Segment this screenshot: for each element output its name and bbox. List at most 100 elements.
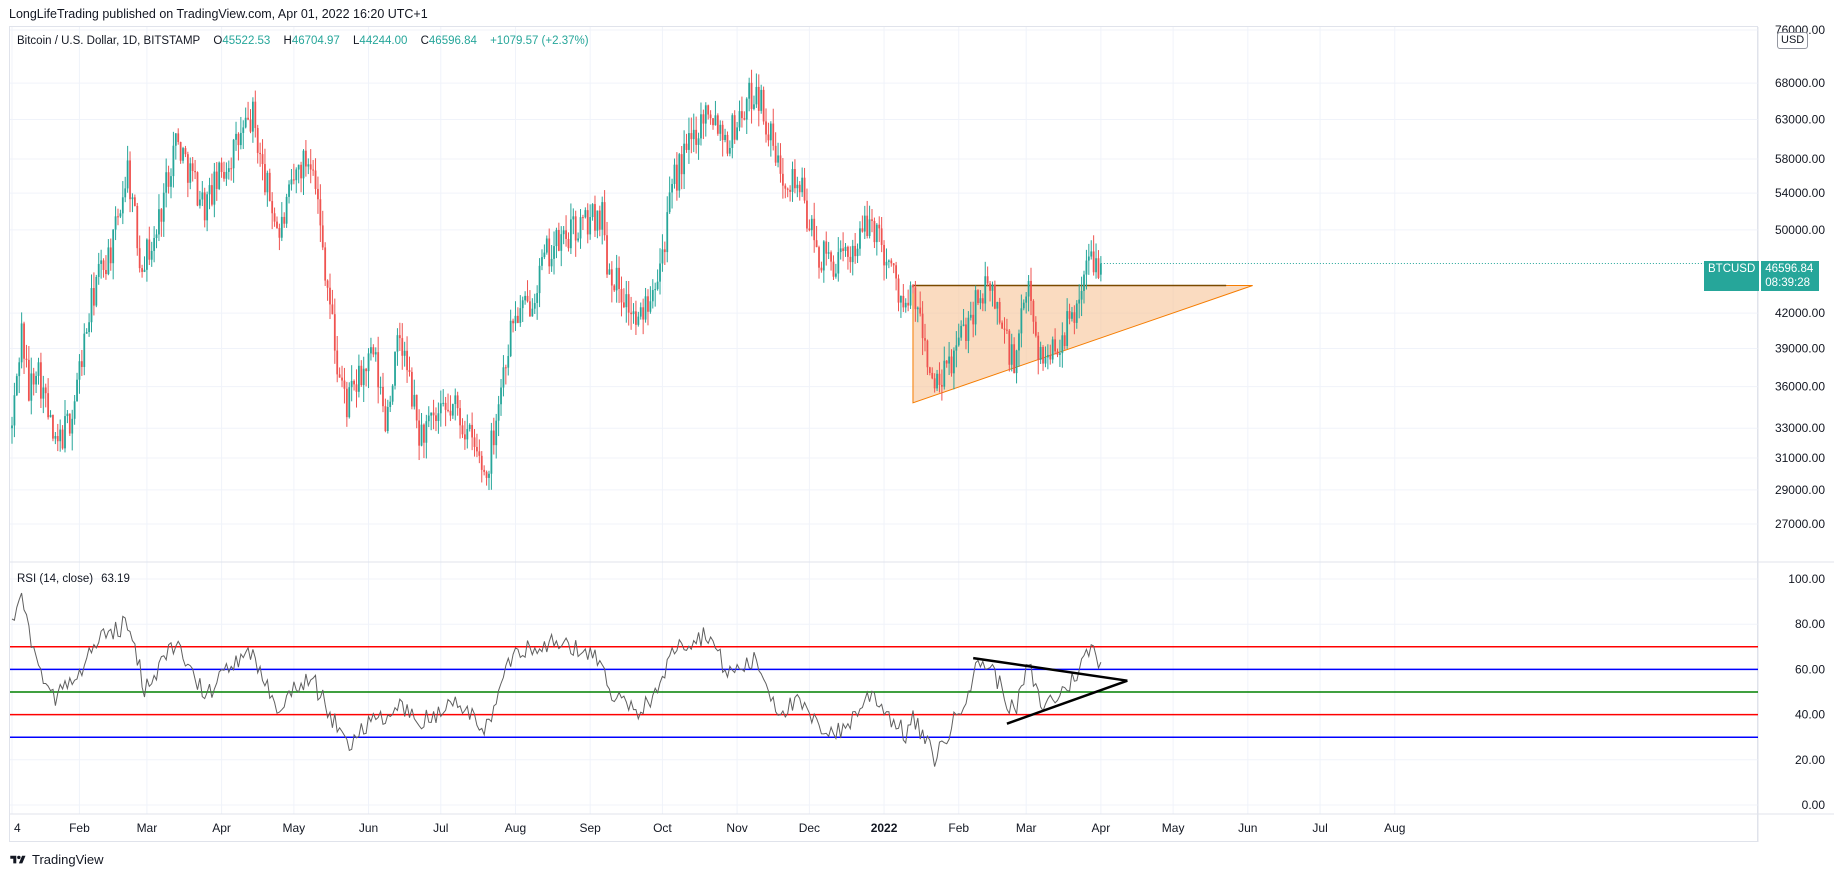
candle-body (784, 185, 787, 189)
candle-body (492, 430, 495, 446)
candle-body (1025, 296, 1028, 303)
candle-body (215, 171, 218, 189)
candle-body (468, 424, 471, 430)
candle-body (203, 192, 206, 221)
candle-body (386, 407, 389, 432)
candle-body (471, 424, 474, 438)
price-tick-label: 63000.00 (1775, 113, 1825, 127)
candle-body (668, 192, 671, 213)
x-tick-label: 4 (14, 821, 21, 835)
candle-body (741, 111, 743, 119)
candle-body (755, 86, 758, 105)
candle-body (1090, 251, 1093, 257)
candle-body (683, 143, 686, 175)
candle-body (264, 164, 266, 193)
candle-body (907, 302, 910, 306)
candle-body (300, 164, 302, 179)
candle-body (483, 469, 486, 472)
candle-body (476, 446, 478, 452)
candle-body (230, 168, 233, 170)
candle-body (473, 437, 476, 447)
candle-body (514, 315, 517, 324)
candle-body (647, 296, 649, 312)
candle-body (177, 133, 180, 142)
candle-body (256, 128, 259, 153)
symbol-legend: Bitcoin / U.S. Dollar, 1D, BITSTAMP O455… (17, 35, 599, 47)
candle-body (88, 322, 90, 333)
candle-body (671, 183, 673, 193)
candle-body (40, 362, 42, 399)
footer-brand[interactable]: TradingView (9, 852, 104, 867)
candle-body (618, 267, 620, 290)
x-tick-label: Jun (1238, 821, 1257, 835)
candle-body (659, 263, 661, 282)
candle-body (415, 394, 418, 421)
candle-body (521, 300, 524, 309)
candle-body (307, 164, 310, 167)
candle-body (283, 216, 286, 224)
candle-body (1092, 251, 1095, 273)
candle-body (1063, 335, 1066, 346)
candle-body (314, 170, 317, 189)
candle-body (887, 260, 890, 262)
candle-body (596, 210, 599, 231)
candle-body (697, 138, 700, 145)
candle-body (1039, 347, 1042, 360)
candle-body (389, 401, 392, 408)
candle-body (107, 247, 110, 275)
candle-body (875, 224, 878, 243)
x-tick-label: Jun (359, 821, 378, 835)
x-tick-label: Nov (726, 821, 747, 835)
candle-body (789, 189, 792, 192)
candle-body (247, 117, 249, 120)
candle-body (883, 244, 885, 266)
candle-body (844, 246, 847, 251)
candle-body (1061, 335, 1064, 354)
candle-body (447, 409, 449, 411)
candle-body (76, 379, 78, 402)
candle-body (553, 246, 555, 259)
x-tick-label: Apr (1092, 821, 1111, 835)
candle-body (993, 284, 996, 309)
candle-body (266, 172, 269, 193)
candle-body (753, 104, 755, 109)
candle-body (933, 378, 936, 389)
x-tick-label: Mar (1016, 821, 1037, 835)
candle-body (919, 307, 922, 314)
rsi-upper-trendline (973, 656, 1128, 682)
candle-body (591, 204, 594, 218)
candle-body (295, 169, 298, 181)
candle-body (948, 356, 951, 364)
candle-body (861, 228, 864, 232)
x-tick-label: Feb (69, 821, 90, 835)
candle-body (343, 380, 346, 389)
candle-body (232, 139, 235, 169)
candle-body (610, 269, 613, 286)
symbol-name: Bitcoin / U.S. Dollar, 1D, BITSTAMP (17, 35, 201, 47)
candle-body (781, 173, 784, 186)
candle-body (801, 177, 804, 193)
candle-body (955, 345, 958, 351)
candle-body (608, 269, 611, 275)
candle-body (538, 265, 541, 294)
rsi-series (11, 592, 1102, 767)
candle-body (1085, 260, 1088, 275)
candle-body (239, 132, 242, 146)
candle-body (451, 404, 454, 416)
candle-body (1037, 335, 1040, 360)
candle-body (873, 220, 876, 243)
candle-body (237, 133, 240, 146)
candle-body (64, 416, 66, 449)
candle-body (981, 298, 984, 304)
candle-body (745, 98, 748, 120)
candle-body (909, 285, 912, 306)
candle-body (924, 338, 926, 341)
candle-body (85, 332, 88, 334)
currency-badge[interactable]: USD (1777, 32, 1809, 49)
candle-body (989, 283, 991, 291)
candle-body (435, 415, 437, 422)
candle-body (329, 287, 331, 305)
candle-body (912, 285, 914, 288)
candle-body (1097, 258, 1100, 278)
